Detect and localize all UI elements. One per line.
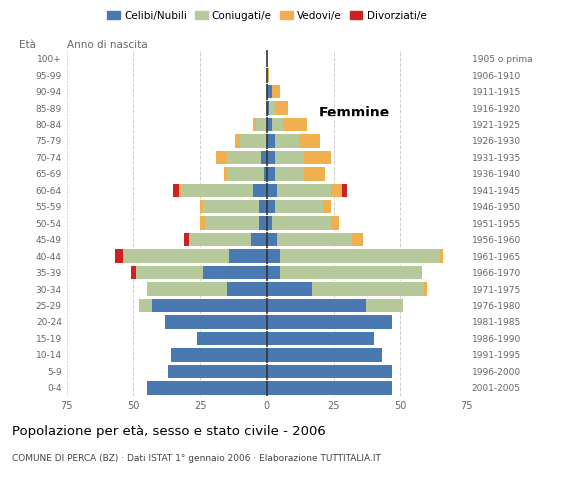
Bar bbox=[165, 315, 267, 329]
Bar bbox=[227, 282, 267, 296]
Bar bbox=[267, 183, 277, 197]
Bar bbox=[267, 101, 270, 115]
Bar bbox=[267, 381, 392, 395]
Bar bbox=[275, 151, 304, 164]
Bar bbox=[200, 200, 203, 214]
Bar bbox=[267, 282, 312, 296]
Text: Età: Età bbox=[19, 40, 36, 50]
Bar bbox=[267, 200, 275, 214]
Bar bbox=[253, 118, 256, 131]
Bar bbox=[267, 332, 374, 345]
Bar bbox=[267, 348, 382, 361]
Bar bbox=[323, 200, 331, 214]
Bar bbox=[227, 151, 262, 164]
Text: Femmine: Femmine bbox=[319, 106, 390, 120]
Legend: Celibi/Nubili, Coniugati/e, Vedovi/e, Divorziati/e: Celibi/Nubili, Coniugati/e, Vedovi/e, Di… bbox=[107, 11, 426, 21]
Bar bbox=[267, 216, 272, 230]
Text: Popolazione per età, sesso e stato civile - 2006: Popolazione per età, sesso e stato civil… bbox=[12, 425, 325, 438]
Bar bbox=[267, 134, 275, 148]
Bar bbox=[259, 216, 267, 230]
Bar bbox=[182, 183, 253, 197]
Bar bbox=[275, 167, 304, 180]
Bar bbox=[267, 365, 392, 378]
Bar bbox=[203, 200, 259, 214]
Bar bbox=[168, 365, 267, 378]
Bar bbox=[283, 118, 307, 131]
Bar bbox=[275, 134, 299, 148]
Bar bbox=[136, 266, 203, 279]
Bar bbox=[147, 381, 267, 395]
Bar bbox=[173, 183, 179, 197]
Bar bbox=[256, 118, 267, 131]
Bar bbox=[275, 101, 288, 115]
Bar bbox=[272, 216, 331, 230]
Bar bbox=[216, 151, 227, 164]
Bar bbox=[272, 85, 280, 98]
Bar bbox=[130, 266, 136, 279]
Bar bbox=[115, 250, 123, 263]
Bar bbox=[304, 151, 331, 164]
Bar bbox=[227, 167, 264, 180]
Bar bbox=[331, 183, 342, 197]
Bar bbox=[224, 167, 227, 180]
Bar bbox=[267, 68, 270, 82]
Text: COMUNE DI PERCA (BZ) · Dati ISTAT 1° gennaio 2006 · Elaborazione TUTTITALIA.IT: COMUNE DI PERCA (BZ) · Dati ISTAT 1° gen… bbox=[12, 454, 380, 463]
Text: Anno di nascita: Anno di nascita bbox=[67, 40, 147, 50]
Bar bbox=[272, 118, 283, 131]
Bar bbox=[267, 167, 275, 180]
Bar bbox=[147, 282, 227, 296]
Bar bbox=[331, 216, 339, 230]
Bar bbox=[190, 233, 251, 246]
Bar bbox=[440, 250, 443, 263]
Bar bbox=[197, 332, 267, 345]
Bar bbox=[205, 216, 259, 230]
Bar bbox=[299, 134, 320, 148]
Bar bbox=[267, 250, 280, 263]
Bar bbox=[253, 183, 267, 197]
Bar bbox=[264, 167, 267, 180]
Bar bbox=[352, 233, 363, 246]
Bar bbox=[267, 299, 365, 312]
Bar bbox=[123, 250, 230, 263]
Bar bbox=[152, 299, 267, 312]
Bar bbox=[251, 233, 267, 246]
Bar bbox=[240, 134, 267, 148]
Bar bbox=[179, 183, 182, 197]
Bar bbox=[267, 233, 277, 246]
Bar bbox=[270, 101, 275, 115]
Bar bbox=[203, 266, 267, 279]
Bar bbox=[267, 266, 280, 279]
Bar bbox=[267, 118, 272, 131]
Bar bbox=[139, 299, 152, 312]
Bar bbox=[267, 151, 275, 164]
Bar bbox=[230, 250, 267, 263]
Bar bbox=[262, 151, 267, 164]
Bar bbox=[259, 200, 267, 214]
Bar bbox=[171, 348, 267, 361]
Bar bbox=[275, 200, 323, 214]
Bar bbox=[267, 315, 392, 329]
Bar bbox=[277, 183, 331, 197]
Bar bbox=[365, 299, 403, 312]
Bar bbox=[304, 167, 325, 180]
Bar bbox=[312, 282, 424, 296]
Bar bbox=[280, 250, 440, 263]
Bar bbox=[277, 233, 352, 246]
Bar bbox=[235, 134, 240, 148]
Bar bbox=[267, 85, 272, 98]
Bar bbox=[342, 183, 347, 197]
Bar bbox=[280, 266, 422, 279]
Bar bbox=[184, 233, 190, 246]
Bar bbox=[200, 216, 205, 230]
Bar bbox=[424, 282, 427, 296]
